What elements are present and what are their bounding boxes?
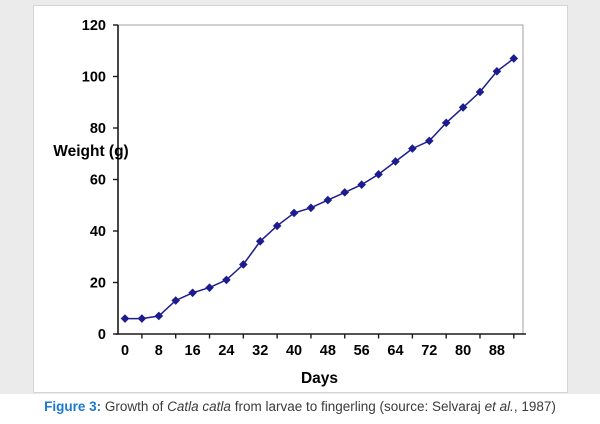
- data-point-marker: [205, 283, 214, 292]
- chart-panel: 0 20 40 60 80 100 120 0 8 16 24 32 40 48 56 64 72 80 88 Wei…: [33, 5, 568, 393]
- data-point-marker: [408, 144, 417, 153]
- x-axis-tick-label: 48: [320, 343, 336, 359]
- data-point-marker: [255, 237, 265, 246]
- data-point-marker: [272, 221, 282, 231]
- data-point-marker: [475, 87, 485, 97]
- y-axis-tick-label: 0: [98, 327, 106, 343]
- x-axis-tick-label: 8: [155, 343, 163, 359]
- y-axis-tick-label: 80: [90, 121, 106, 137]
- figure-caption-etal: et al.: [484, 399, 514, 414]
- data-point-marker: [171, 296, 181, 305]
- y-axis-tick-label: 100: [82, 70, 106, 86]
- figure-caption: Figure 3: Growth of Catla catla from lar…: [0, 396, 600, 422]
- x-axis-tick-label: 24: [218, 343, 234, 359]
- x-axis-tick-label: 56: [354, 343, 370, 359]
- data-point-marker: [323, 195, 333, 205]
- x-axis-tick-label: 88: [489, 343, 505, 359]
- y-axis-tick-label: 40: [90, 224, 106, 240]
- data-point-marker: [239, 260, 248, 269]
- x-axis-tick-label: 64: [387, 343, 403, 359]
- y-axis-tick-label: 60: [90, 173, 106, 189]
- figure-caption-species: Catla catla: [167, 399, 231, 414]
- data-point-marker: [441, 118, 451, 128]
- data-point-marker: [289, 208, 299, 218]
- x-axis-tick-label: 72: [421, 343, 437, 359]
- figure-caption-text-3: , 1987): [513, 399, 556, 414]
- y-axis-tick-label: 20: [90, 276, 106, 292]
- data-point-marker: [424, 136, 434, 146]
- data-point-marker: [306, 203, 316, 213]
- x-axis-tick-label: 32: [252, 343, 268, 359]
- data-point-marker: [188, 288, 197, 298]
- data-point-marker: [120, 314, 130, 323]
- plot-area-border: [118, 24, 524, 334]
- x-axis-tick-label: 16: [185, 343, 201, 359]
- data-point-marker: [357, 180, 366, 189]
- weight-series-line: [125, 57, 515, 320]
- data-point-marker: [154, 311, 164, 321]
- x-axis-tick-label: 40: [286, 343, 302, 359]
- data-point-marker: [137, 314, 147, 323]
- x-axis-tick-label: 0: [121, 343, 129, 359]
- figure-caption-label: Figure 3:: [44, 399, 102, 414]
- x-axis-tick-label: 80: [455, 343, 471, 359]
- x-axis-title: Days: [301, 370, 338, 387]
- data-point-marker: [492, 67, 502, 76]
- data-point-marker: [222, 275, 231, 285]
- y-axis-title: Weight (g): [53, 143, 128, 160]
- y-axis-tick-label: 120: [82, 18, 106, 34]
- data-point-marker: [340, 188, 350, 197]
- data-point-marker: [391, 157, 400, 166]
- data-point-marker: [458, 103, 468, 112]
- figure-caption-text-1: Growth of: [101, 399, 168, 414]
- figure-caption-text-2: from larvae to fingerling (source: Selva…: [230, 399, 485, 414]
- growth-line-chart: 0 20 40 60 80 100 120 0 8 16 24 32 40 48 56 64 72 80 88 Wei…: [53, 18, 526, 387]
- data-point-marker: [509, 54, 519, 63]
- data-point-marker: [374, 170, 383, 179]
